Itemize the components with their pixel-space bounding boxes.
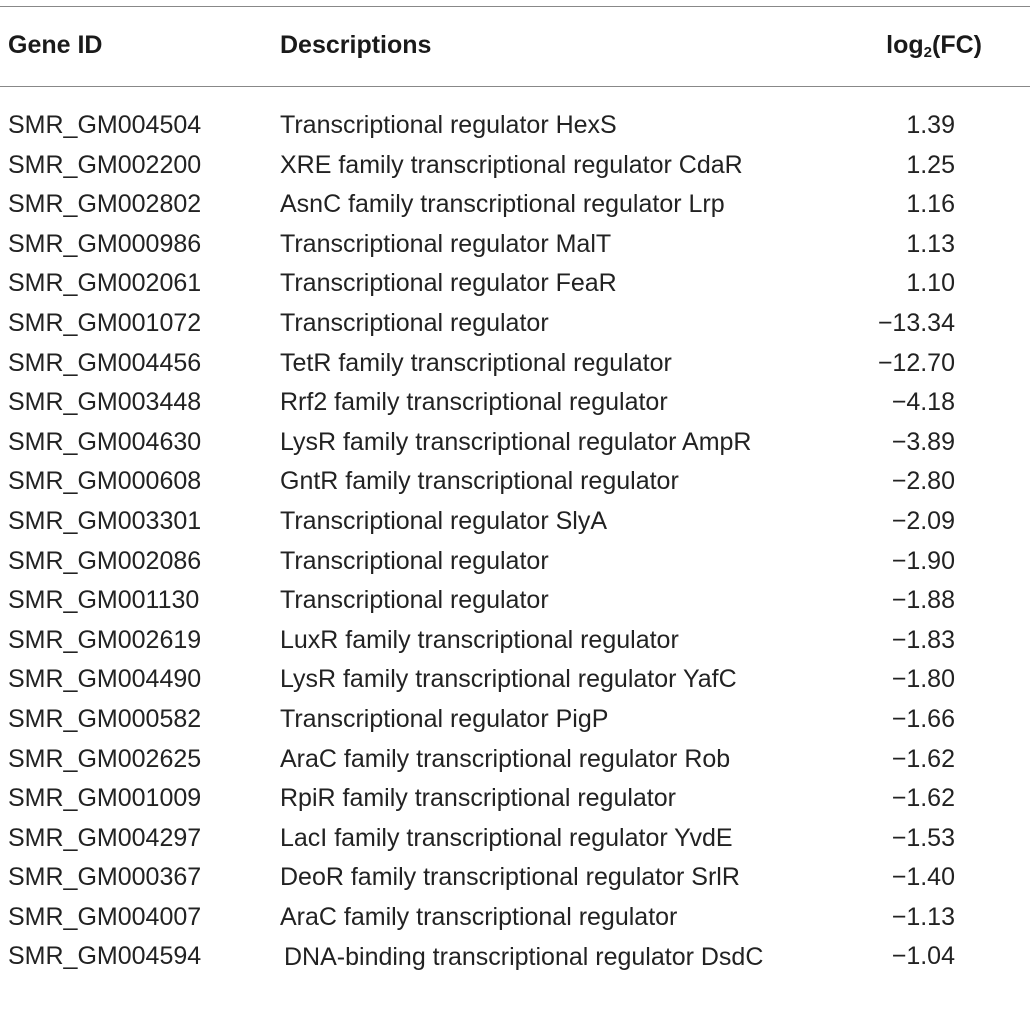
cell-description: DNA-binding transcriptional regulator Ds… <box>284 943 764 972</box>
cell-gene-id: SMR_GM002802 <box>8 190 202 219</box>
header-descriptions: Descriptions <box>280 31 432 59</box>
cell-log2fc: 1.13 <box>906 229 955 258</box>
cell-log2fc: −1.62 <box>891 744 955 773</box>
table-row: SMR_GM000986 Transcriptional regulator M… <box>0 227 1030 267</box>
header-log2fc-subscript: 2 <box>923 44 933 61</box>
cell-description: Transcriptional regulator <box>280 586 549 615</box>
cell-description: LuxR family transcriptional regulator <box>280 625 679 654</box>
cell-description: TetR family transcriptional regulator <box>280 348 672 377</box>
cell-log2fc: 1.39 <box>906 111 955 139</box>
table-row: SMR_GM002802 AsnC family transcriptional… <box>0 187 1030 227</box>
cell-log2fc: −2.09 <box>891 506 955 535</box>
table-row: SMR_GM003448 Rrf2 family transcriptional… <box>0 385 1030 425</box>
cell-log2fc: −3.89 <box>891 427 955 456</box>
cell-description: DeoR family transcriptional regulator Sr… <box>280 863 740 892</box>
cell-description: LysR family transcriptional regulator Am… <box>280 427 752 456</box>
cell-gene-id: SMR_GM004504 <box>8 111 202 139</box>
cell-gene-id: SMR_GM002619 <box>8 625 202 654</box>
cell-description: Transcriptional regulator FeaR <box>280 269 617 298</box>
cell-log2fc: −1.83 <box>891 625 955 654</box>
header-log2fc-suffix: (FC) <box>932 31 982 59</box>
header-log2fc: log2(FC) <box>886 31 982 60</box>
table-row: SMR_GM004456 TetR family transcriptional… <box>0 346 1030 386</box>
cell-log2fc: −1.53 <box>891 823 955 852</box>
table-row: SMR_GM001130 Transcriptional regulator −… <box>0 583 1030 623</box>
header-log2fc-prefix: log <box>886 31 924 59</box>
header-gene-id: Gene ID <box>8 31 103 59</box>
table-row: SMR_GM004630 LysR family transcriptional… <box>0 425 1030 465</box>
cell-gene-id: SMR_GM002625 <box>8 744 202 773</box>
cell-gene-id: SMR_GM004007 <box>8 902 202 931</box>
cell-description: Transcriptional regulator PigP <box>280 704 609 733</box>
cell-log2fc: −4.18 <box>891 388 955 417</box>
cell-log2fc: −1.40 <box>891 863 955 892</box>
cell-description: Transcriptional regulator <box>280 546 549 575</box>
table-header-rule <box>0 86 1030 87</box>
cell-gene-id: SMR_GM002061 <box>8 269 202 298</box>
table-row: SMR_GM004594 DNA-binding transcriptional… <box>0 939 1030 1021</box>
cell-log2fc: −1.04 <box>891 942 955 971</box>
cell-log2fc: −13.34 <box>877 308 955 337</box>
cell-log2fc: −1.88 <box>891 586 955 615</box>
cell-gene-id: SMR_GM000608 <box>8 467 202 496</box>
cell-description: AraC family transcriptional regulator <box>280 902 678 931</box>
cell-description: AraC family transcriptional regulator Ro… <box>280 744 731 773</box>
cell-log2fc: −1.66 <box>891 704 955 733</box>
cell-gene-id: SMR_GM001072 <box>8 308 202 337</box>
cell-log2fc: 1.25 <box>906 150 955 179</box>
table-row: SMR_GM002061 Transcriptional regulator F… <box>0 266 1030 306</box>
cell-gene-id: SMR_GM001130 <box>8 586 200 615</box>
cell-gene-id: SMR_GM003301 <box>8 506 202 535</box>
cell-log2fc: −1.80 <box>891 665 955 694</box>
table-row: SMR_GM002625 AraC family transcriptional… <box>0 742 1030 782</box>
cell-description: AsnC family transcriptional regulator Lr… <box>280 190 725 219</box>
cell-description: Transcriptional regulator MalT <box>280 229 612 258</box>
table-row: SMR_GM004297 LacI family transcriptional… <box>0 821 1030 861</box>
cell-gene-id: SMR_GM004297 <box>8 823 202 852</box>
cell-log2fc: −12.70 <box>877 348 955 377</box>
cell-gene-id: SMR_GM000582 <box>8 704 202 733</box>
table-row: SMR_GM004007 AraC family transcriptional… <box>0 900 1030 940</box>
cell-gene-id: SMR_GM004630 <box>8 427 202 456</box>
table-row: SMR_GM002619 LuxR family transcriptional… <box>0 623 1030 663</box>
cell-description: Transcriptional regulator SlyA <box>280 506 607 535</box>
cell-log2fc: −1.90 <box>891 546 955 575</box>
table-row: SMR_GM000608 GntR family transcriptional… <box>0 464 1030 504</box>
cell-gene-id: SMR_GM000367 <box>8 863 202 892</box>
cell-gene-id: SMR_GM002086 <box>8 546 202 575</box>
table-body: SMR_GM004504 Transcriptional regulator H… <box>0 108 1030 1021</box>
table-row: SMR_GM001072 Transcriptional regulator −… <box>0 306 1030 346</box>
cell-gene-id: SMR_GM004594 <box>8 942 202 971</box>
table-row: SMR_GM003301 Transcriptional regulator S… <box>0 504 1030 544</box>
cell-log2fc: −2.80 <box>891 467 955 496</box>
cell-description: Rrf2 family transcriptional regulator <box>280 388 668 417</box>
cell-gene-id: SMR_GM004490 <box>8 665 202 694</box>
cell-description: Transcriptional regulator <box>280 308 549 337</box>
table-top-rule <box>0 6 1030 7</box>
cell-description: GntR family transcriptional regulator <box>280 467 679 496</box>
table-row: SMR_GM002200 XRE family transcriptional … <box>0 148 1030 188</box>
table-row: SMR_GM004504 Transcriptional regulator H… <box>0 108 1030 148</box>
cell-description: LacI family transcriptional regulator Yv… <box>280 823 733 852</box>
cell-log2fc: −1.62 <box>891 784 955 813</box>
cell-gene-id: SMR_GM002200 <box>8 150 202 179</box>
table-row: SMR_GM001009 RpiR family transcriptional… <box>0 781 1030 821</box>
table-row: SMR_GM004490 LysR family transcriptional… <box>0 662 1030 702</box>
cell-description: RpiR family transcriptional regulator <box>280 784 676 813</box>
table-row: SMR_GM000582 Transcriptional regulator P… <box>0 702 1030 742</box>
cell-gene-id: SMR_GM003448 <box>8 388 202 417</box>
cell-description: LysR family transcriptional regulator Ya… <box>280 665 737 694</box>
table-header: Gene ID Descriptions log2(FC) <box>0 28 1030 68</box>
cell-description: XRE family transcriptional regulator Cda… <box>280 150 743 179</box>
cell-log2fc: 1.16 <box>906 190 955 219</box>
cell-gene-id: SMR_GM001009 <box>8 784 202 813</box>
table-row: SMR_GM000367 DeoR family transcriptional… <box>0 860 1030 900</box>
cell-gene-id: SMR_GM000986 <box>8 229 202 258</box>
cell-description: Transcriptional regulator HexS <box>280 111 617 139</box>
table-row: SMR_GM002086 Transcriptional regulator −… <box>0 544 1030 584</box>
cell-log2fc: 1.10 <box>906 269 955 298</box>
cell-gene-id: SMR_GM004456 <box>8 348 202 377</box>
cell-log2fc: −1.13 <box>891 902 955 931</box>
